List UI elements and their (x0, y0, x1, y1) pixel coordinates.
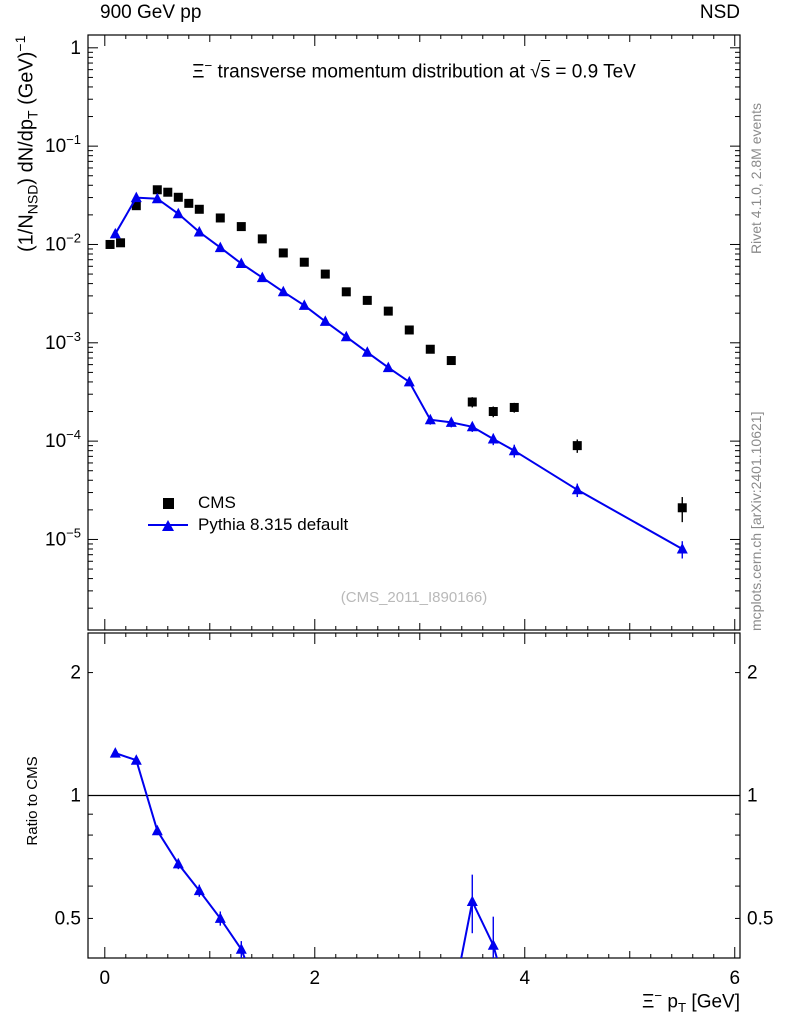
y-tick-label: 1 (747, 786, 758, 807)
pythia-marker (214, 241, 226, 253)
cms-marker (184, 198, 194, 208)
cms-square-marker-icon (146, 492, 190, 514)
x-tick-label: 6 (729, 968, 740, 989)
y-tick-label: 0.5 (747, 908, 773, 929)
legend-label-cms: CMS (198, 493, 236, 512)
y-tick-label: 10−2 (45, 230, 81, 255)
legend-item-cms: CMS (146, 492, 348, 514)
pythia-marker (424, 413, 436, 425)
cms-marker (194, 204, 204, 214)
pythia-marker (235, 257, 247, 268)
ratio-marker (487, 939, 499, 950)
cms-marker (131, 201, 141, 211)
header-event-class: NSD (699, 2, 740, 23)
cms-marker (341, 287, 351, 297)
ratio-marker (466, 895, 478, 906)
pythia-marker (277, 285, 289, 297)
cms-marker (215, 213, 225, 223)
y-axis-title-ratio: Ratio to CMS (24, 756, 41, 846)
cms-marker (446, 356, 456, 366)
pythia-triangle-marker-icon (146, 514, 190, 536)
ratio-marker (172, 857, 184, 869)
analysis-watermark: (CMS_2011_I890166) (340, 589, 488, 606)
y-tick-label: 2 (747, 663, 758, 684)
plot-title: Ξ− transverse momentum distribution at √… (192, 58, 636, 83)
cms-marker (677, 503, 687, 513)
y-tick-label: 10−1 (45, 132, 81, 157)
ratio-marker (130, 754, 142, 765)
pythia-marker (340, 330, 352, 342)
x-tick-label: 4 (519, 968, 530, 989)
pythia-marker (193, 226, 205, 237)
side-note-rivet: Rivet 4.1.0, 2.8M events (748, 103, 764, 254)
y-tick-label: 1 (70, 38, 81, 59)
cms-marker (425, 344, 435, 354)
cms-marker (467, 397, 477, 407)
x-tick-label: 0 (100, 968, 111, 989)
legend-item-pythia: Pythia 8.315 default (146, 514, 348, 536)
ratio-line (114, 752, 498, 958)
cms-marker (320, 269, 330, 279)
pythia-marker (256, 271, 268, 283)
y-tick-label: 0.5 (55, 908, 81, 929)
cms-marker (383, 306, 393, 316)
cms-marker (105, 239, 115, 249)
ratio-marker (257, 997, 268, 1008)
ratio-marker (109, 747, 121, 758)
cms-marker (173, 192, 183, 202)
pythia-marker (571, 483, 583, 495)
pythia-marker (445, 416, 457, 427)
cms-marker (488, 407, 498, 417)
cms-marker (299, 257, 309, 267)
y-tick-label: 1 (70, 786, 81, 807)
cms-marker (236, 222, 246, 232)
legend-label-pythia: Pythia 8.315 default (198, 515, 349, 534)
y-tick-label: 10−4 (45, 427, 81, 452)
cms-marker (572, 441, 582, 451)
pythia-marker (487, 433, 499, 444)
cms-marker (362, 295, 372, 305)
pythia-marker (151, 192, 163, 204)
y-axis-title-main: (1/NNSD) dN/dpT (GeV)−1 (12, 35, 41, 252)
y-tick-label: 10−3 (45, 329, 81, 354)
ratio-marker (193, 884, 205, 896)
pythia-marker (382, 361, 394, 373)
pythia-marker (298, 299, 310, 310)
cms-marker (278, 248, 288, 258)
cms-marker (509, 402, 519, 412)
cms-marker (163, 187, 173, 197)
pythia-marker (466, 420, 478, 432)
side-note-mcplots: mcplots.cern.ch [arXiv:2401.10621] (748, 411, 764, 631)
ratio-marker (235, 943, 247, 954)
ratio-marker (509, 1015, 520, 1024)
x-axis-title: Ξ− pT [GeV] (642, 988, 740, 1015)
pythia-line (114, 196, 683, 550)
panel-frame (87, 34, 741, 631)
pythia-marker (172, 207, 184, 219)
ratio-marker (151, 824, 163, 836)
header-beam-energy: 900 GeV pp (100, 2, 202, 23)
y-tick-label: 2 (70, 663, 81, 684)
cms-marker (116, 238, 126, 248)
cms-marker (257, 234, 267, 244)
pythia-marker (403, 375, 415, 387)
pythia-marker (361, 346, 373, 357)
pythia-marker (130, 191, 142, 203)
legend: CMS Pythia 8.315 default (146, 492, 348, 536)
ratio-marker (446, 1003, 457, 1014)
pythia-marker (676, 543, 688, 554)
pythia-marker (109, 227, 121, 239)
x-tick-label: 2 (309, 968, 320, 989)
cms-marker (152, 185, 162, 195)
ratio-marker (214, 912, 226, 923)
cms-marker (404, 325, 414, 335)
pythia-marker (508, 444, 520, 456)
y-tick-label: 10−5 (45, 525, 81, 550)
pythia-marker (319, 315, 331, 326)
